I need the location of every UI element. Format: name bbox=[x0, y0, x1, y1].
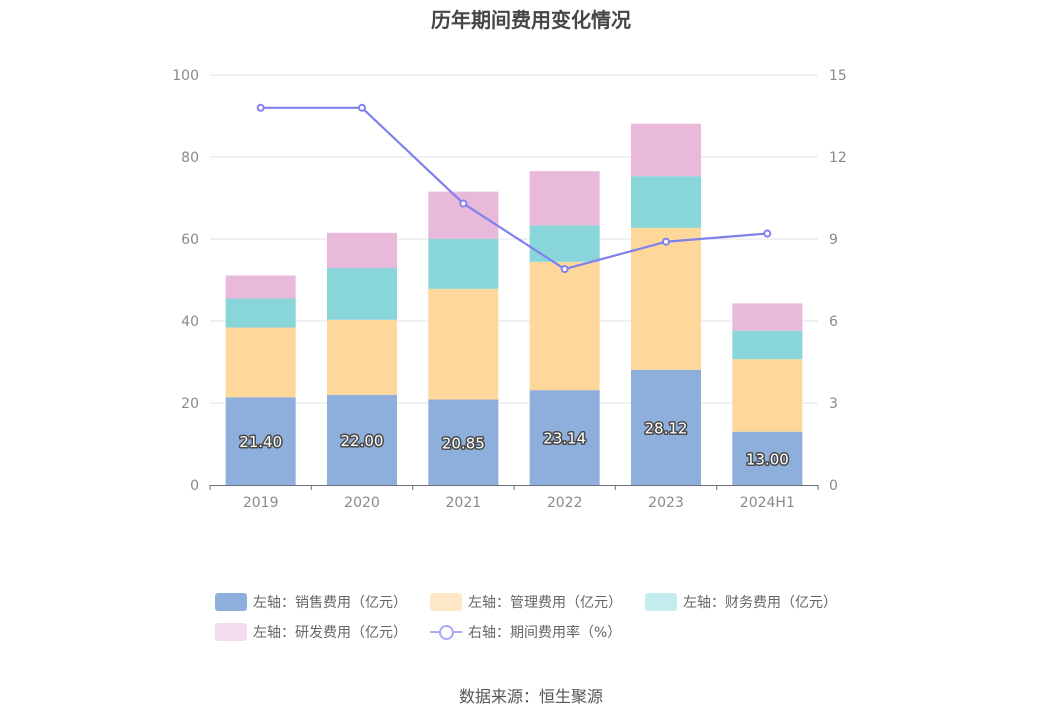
data-label-sales-2023: 28.12 bbox=[645, 419, 688, 437]
left-axis-tick-label: 60 bbox=[181, 232, 199, 248]
bar-segment-2-2021 bbox=[428, 288, 499, 400]
legend-item-finance[interactable]: 左轴：财务费用（亿元） bbox=[645, 592, 837, 612]
bar-segment-1-2023 bbox=[631, 369, 701, 485]
bar-segment-1-2022 bbox=[529, 390, 600, 485]
legend-label-admin: 左轴：管理费用（亿元） bbox=[468, 595, 622, 611]
x-axis-category-label: 2019 bbox=[243, 495, 279, 511]
bar-segment-2-2024H1 bbox=[732, 359, 803, 432]
left-axis-tick-label: 40 bbox=[181, 314, 199, 330]
right-axis-tick-label: 15 bbox=[829, 68, 847, 84]
x-axis-category-label: 2021 bbox=[446, 495, 482, 511]
grid-lines bbox=[210, 74, 818, 404]
left-axis-tick-label: 80 bbox=[181, 150, 199, 166]
bar-segment-3-2019 bbox=[225, 298, 296, 328]
rate-point-2022 bbox=[560, 265, 569, 274]
right-axis-tick-label: 6 bbox=[829, 314, 838, 330]
bar-segment-1-2020 bbox=[327, 394, 397, 485]
rate-line bbox=[256, 103, 772, 274]
left-axis-tick-label: 20 bbox=[181, 396, 199, 412]
data-label-sales-2020: 22.00 bbox=[341, 432, 384, 450]
x-axis-category-label: 2024H1 bbox=[740, 495, 795, 511]
rate-point-2021 bbox=[459, 199, 468, 208]
legend-item-rnd[interactable]: 左轴：研发费用（亿元） bbox=[215, 622, 407, 642]
legend-swatch-rnd bbox=[215, 623, 247, 641]
legend-item-admin[interactable]: 左轴：管理费用（亿元） bbox=[430, 592, 622, 612]
bar-segment-3-2024H1 bbox=[732, 330, 803, 360]
rate-point-2019 bbox=[256, 103, 265, 112]
bar-segment-3-2022 bbox=[529, 225, 600, 262]
right-axis-tick-label: 3 bbox=[829, 396, 838, 412]
right-axis-tick-label: 12 bbox=[829, 150, 847, 166]
legend-line-rate-icon bbox=[430, 623, 462, 641]
legend-label-finance: 左轴：财务费用（亿元） bbox=[683, 595, 837, 611]
bar-segment-1-2019 bbox=[225, 397, 296, 485]
bar-segment-4-2024H1 bbox=[732, 303, 803, 331]
bar-segment-2-2022 bbox=[529, 261, 600, 391]
x-axis-category-label: 2020 bbox=[344, 495, 380, 511]
legend-item-rate[interactable]: 右轴：期间费用率（%） bbox=[430, 622, 621, 642]
data-label-sales-2024H1: 13.00 bbox=[746, 450, 789, 468]
bar-segment-2-2023 bbox=[631, 227, 701, 370]
bar-segment-3-2020 bbox=[327, 268, 397, 320]
x-axis-category-label: 2023 bbox=[648, 495, 684, 511]
x-axis-category-label: 2022 bbox=[547, 495, 583, 511]
rate-point-2020 bbox=[358, 103, 366, 112]
source-note: 数据来源：恒生聚源 bbox=[458, 687, 603, 706]
data-label-sales-2019: 21.40 bbox=[239, 433, 282, 451]
right-axis-tick-label: 9 bbox=[829, 232, 838, 248]
data-labels: 21.40 22.00 20.85 23.14 28.12 13.00 bbox=[238, 418, 791, 470]
bar-segment-4-2022 bbox=[529, 171, 600, 226]
bar-segment-4-2020 bbox=[327, 232, 397, 269]
legend-swatch-sales bbox=[215, 593, 247, 611]
bar-segment-2-2020 bbox=[327, 319, 397, 395]
left-axis-tick-label: 100 bbox=[172, 68, 199, 84]
legend-swatch-admin bbox=[430, 593, 462, 611]
bar-segment-2-2019 bbox=[225, 327, 296, 398]
bar-segment-4-2021 bbox=[428, 191, 499, 239]
bar-segment-1-2024H1 bbox=[732, 431, 803, 485]
bar-segment-3-2021 bbox=[428, 238, 499, 289]
left-axis-tick-label: 0 bbox=[190, 478, 199, 494]
legend-label-rnd: 左轴：研发费用（亿元） bbox=[253, 625, 407, 641]
rate-point-2023 bbox=[662, 237, 670, 246]
bar-segment-4-2023 bbox=[631, 123, 701, 177]
data-label-sales-2021: 20.85 bbox=[442, 434, 485, 452]
legend-label-rate: 右轴：期间费用率（%） bbox=[468, 625, 622, 641]
bar-segment-1-2021 bbox=[428, 399, 499, 485]
bar-segment-4-2019 bbox=[225, 275, 296, 299]
right-axis-tick-label: 0 bbox=[829, 478, 838, 494]
bar-segment-3-2023 bbox=[631, 176, 701, 228]
data-label-sales-2022: 23.14 bbox=[543, 430, 586, 448]
chart-title: 历年期间费用变化情况 bbox=[431, 8, 631, 32]
rate-line-path bbox=[260, 106, 768, 271]
legend-swatch-finance bbox=[645, 593, 677, 611]
axes: 0 0 20 3 40 6 60 9 80 12 100 15 2019 2020 2021 2022 2023… bbox=[172, 68, 847, 511]
legend-label-sales: 左轴：销售费用（亿元） bbox=[253, 595, 407, 611]
rate-point-2024H1 bbox=[763, 229, 772, 238]
bars bbox=[225, 123, 803, 485]
legend-item-sales[interactable]: 左轴：销售费用（亿元） bbox=[215, 592, 407, 612]
